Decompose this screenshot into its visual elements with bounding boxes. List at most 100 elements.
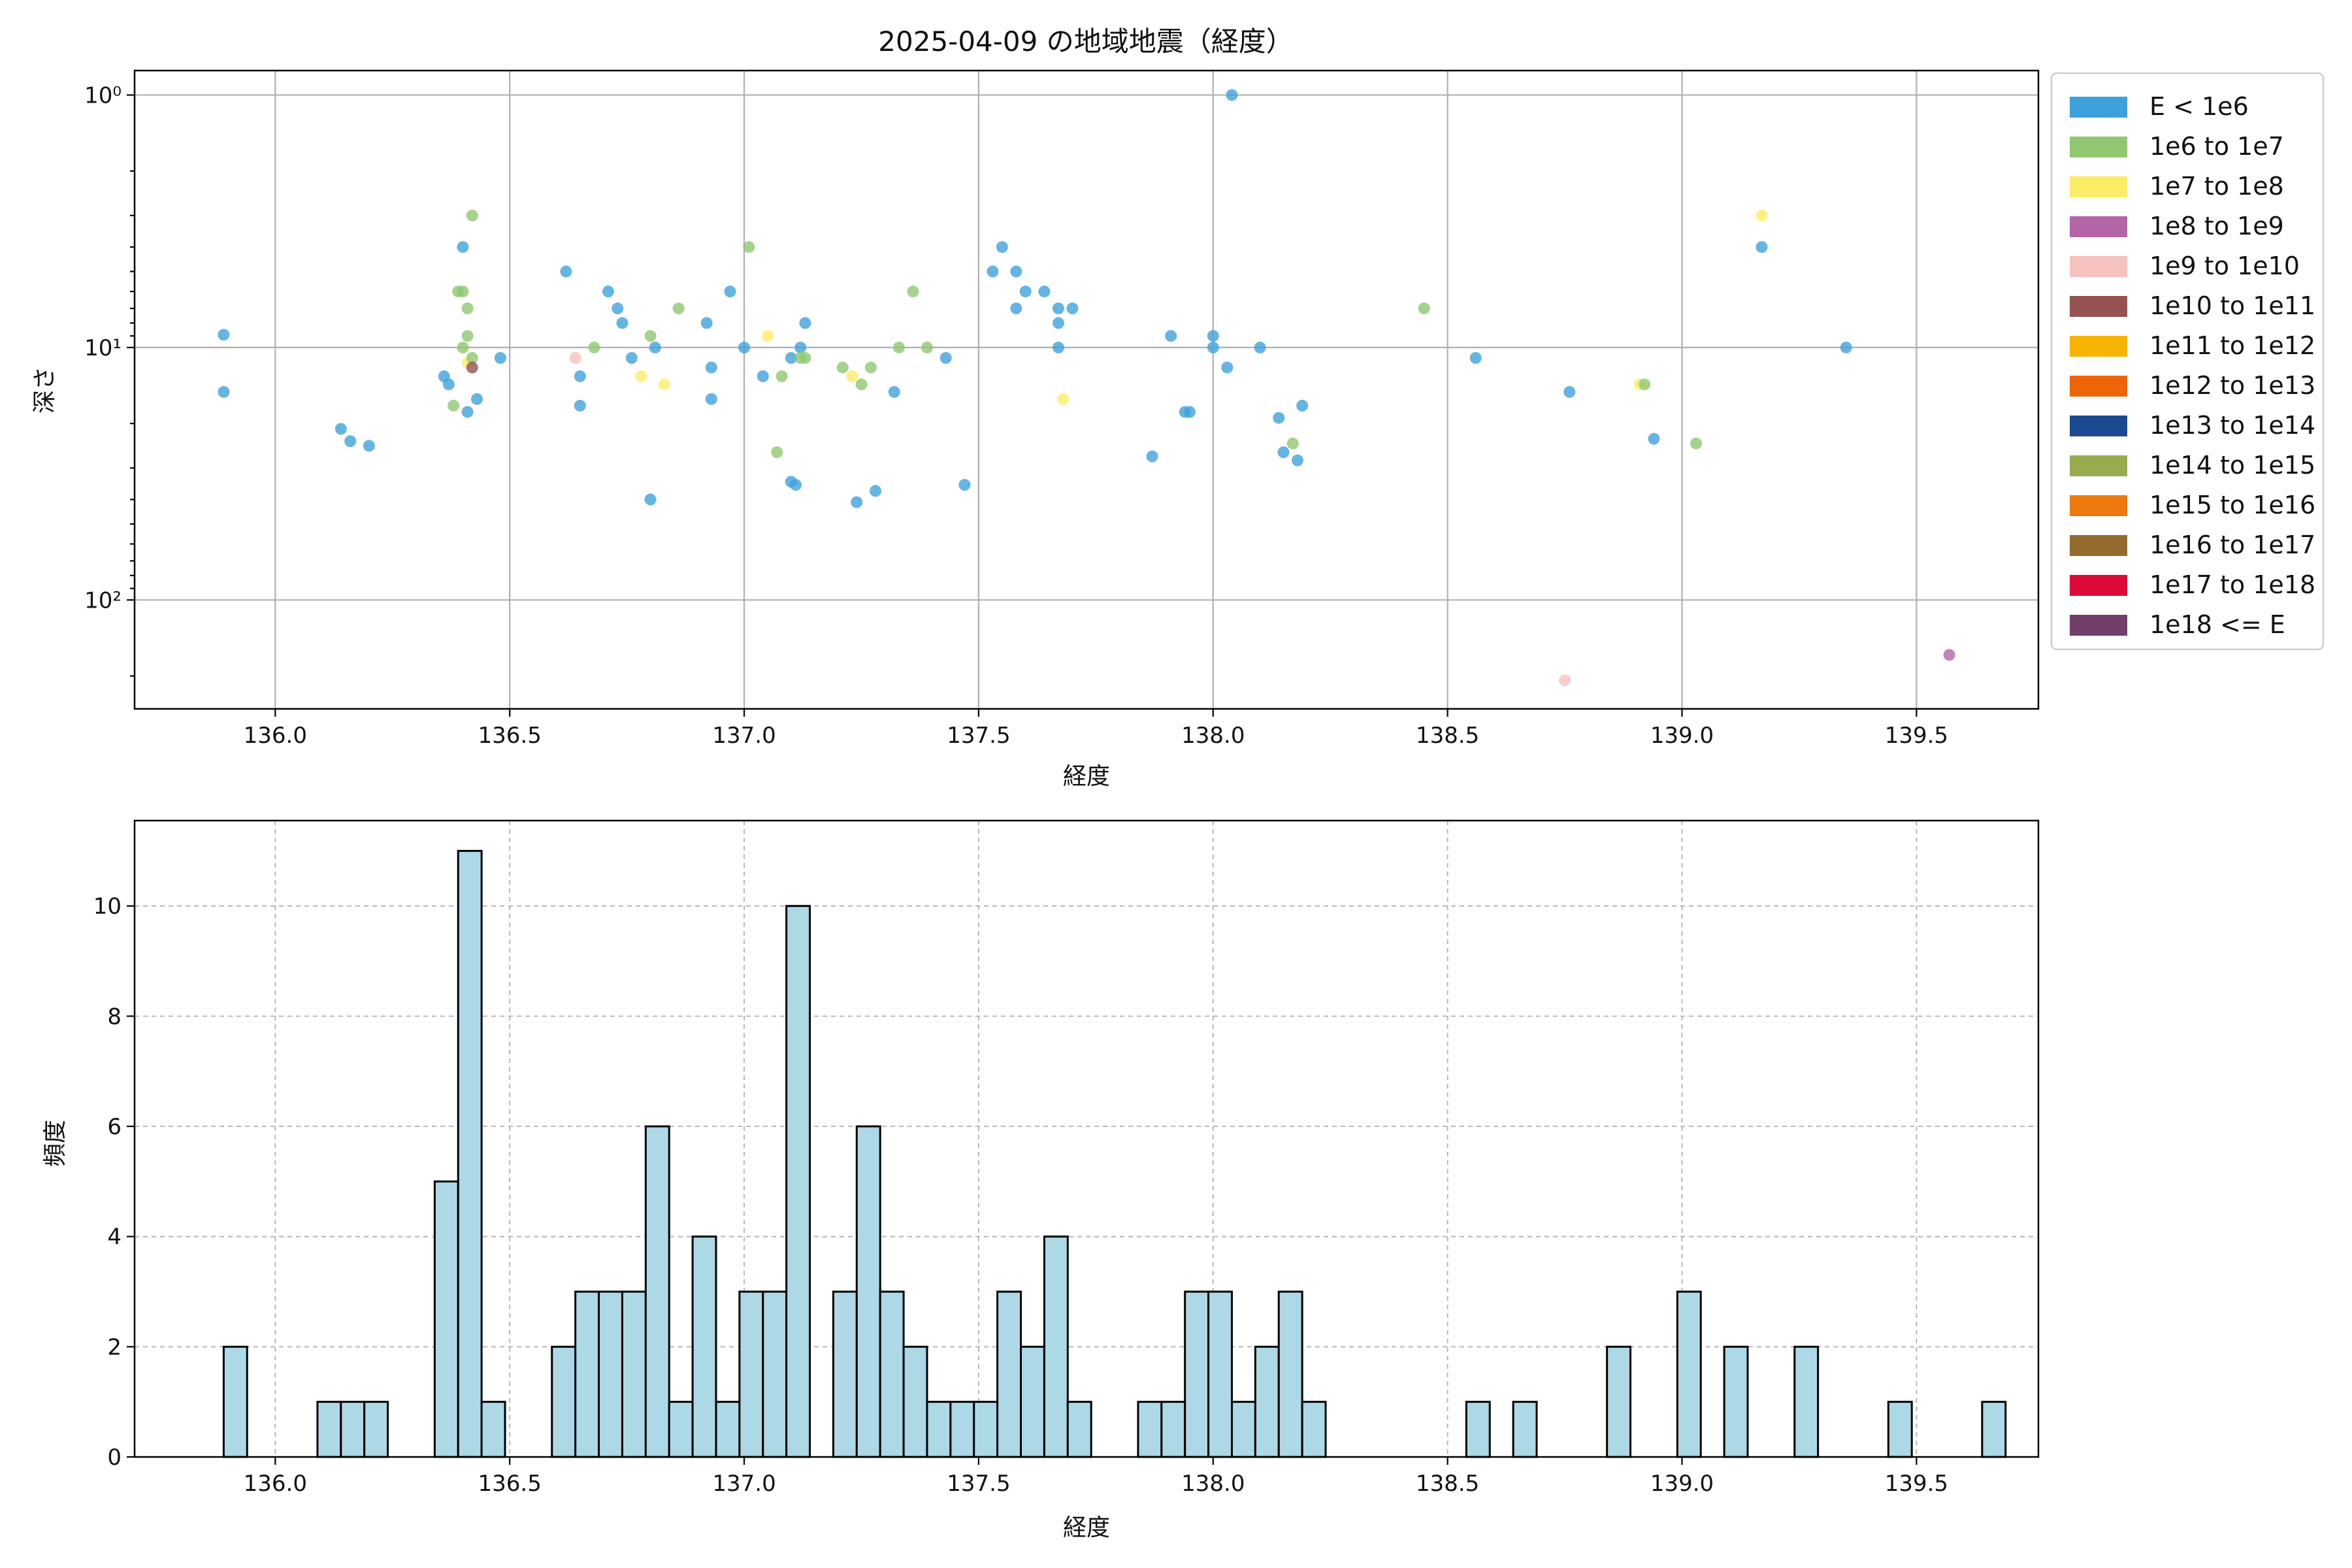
legend-label: 1e13 to 1e14	[2149, 411, 2315, 440]
scatter-point	[588, 341, 600, 353]
scatter-point	[700, 317, 713, 329]
scatter-point	[996, 241, 1008, 253]
scatter-point	[987, 265, 999, 278]
histogram-bar	[1207, 1290, 1233, 1458]
histogram-x-ticks: 136.0 136.5 137.0 137.5 138.0 138.5 139.0 139.5	[244, 1457, 1948, 1497]
legend-label: 1e11 to 1e12	[2149, 331, 2315, 360]
scatter-point	[602, 286, 614, 298]
scatter-frame	[133, 69, 2040, 710]
histogram-bar	[1043, 1235, 1069, 1458]
scatter-point	[1277, 446, 1290, 459]
scatter-point	[466, 351, 478, 364]
scatter-point	[1756, 241, 1768, 253]
histogram-bar	[1020, 1345, 1045, 1458]
scatter-point	[442, 378, 455, 391]
scatter-y-tick-label: 10¹	[84, 335, 122, 361]
scatter-point	[864, 361, 877, 374]
scatter-point	[457, 341, 469, 353]
scatter-x-ticks: 136.0 136.5 137.0 137.5 138.0 138.5 139.0 139.5	[244, 709, 1948, 749]
scatter-point	[457, 286, 469, 298]
legend-label: 1e10 to 1e11	[2149, 291, 2315, 320]
histogram-bar	[222, 1345, 248, 1458]
legend-swatch	[2070, 416, 2127, 436]
scatter-point	[1052, 302, 1064, 315]
scatter-x-tick-label: 138.5	[1416, 723, 1479, 749]
histogram-bar	[598, 1290, 623, 1458]
histogram-bar	[574, 1290, 600, 1458]
scatter-y-ticks: 10⁰ 10¹ 10²	[84, 82, 135, 677]
legend-swatch	[2070, 216, 2127, 237]
scatter-point	[738, 341, 751, 353]
scatter-panel: 2025-04-09 の地域地震（経度） 136.0 136.5 137.0 137.…	[31, 25, 2040, 790]
chart-title: 2025-04-09 の地域地震（経度）	[878, 25, 1293, 57]
histogram-bar	[1512, 1401, 1538, 1458]
scatter-point	[218, 385, 230, 398]
histogram-bar	[738, 1290, 764, 1458]
legend-swatch	[2070, 97, 2127, 118]
scatter-point	[1010, 265, 1022, 278]
scatter-point	[771, 446, 783, 459]
histogram-x-tick-label: 139.0	[1650, 1471, 1714, 1497]
legend-swatch	[2070, 455, 2127, 476]
scatter-point	[1038, 286, 1051, 298]
histogram-bar	[1277, 1290, 1303, 1458]
scatter-point	[1469, 351, 1482, 364]
scatter-point	[1840, 341, 1852, 353]
scatter-point	[1207, 341, 1219, 353]
histogram-bar	[480, 1401, 506, 1458]
histogram-bar	[621, 1290, 647, 1458]
histogram-bar	[949, 1401, 975, 1458]
histogram-bar	[1793, 1345, 1820, 1458]
histogram-bar	[340, 1401, 366, 1458]
histogram-bar	[715, 1401, 741, 1458]
scatter-point	[1052, 317, 1064, 329]
scatter-point	[1559, 674, 1571, 687]
scatter-point	[1226, 89, 1238, 101]
histogram-y-tick-label: 6	[107, 1114, 122, 1140]
scatter-point	[612, 302, 624, 315]
histogram-panel: 136.0 136.5 137.0 137.5 138.0 138.5 139.0 139.5…	[42, 819, 2040, 1541]
scatter-point	[939, 351, 952, 364]
scatter-point	[799, 317, 811, 329]
histogram-grid	[135, 821, 2038, 1458]
scatter-point	[790, 479, 802, 491]
histogram-x-tick-label: 137.5	[947, 1471, 1010, 1497]
scatter-point	[921, 341, 933, 353]
legend-label: 1e17 to 1e18	[2149, 570, 2315, 599]
histogram-bar	[855, 1125, 881, 1458]
scatter-point	[1286, 437, 1299, 449]
scatter-point	[1010, 302, 1022, 315]
scatter-y-tick-label: 10⁰	[84, 82, 122, 108]
scatter-x-tick-label: 138.0	[1181, 723, 1245, 749]
histogram-x-tick-label: 139.5	[1885, 1471, 1948, 1497]
histogram-bar	[1606, 1345, 1632, 1458]
histogram-x-tick-label: 137.0	[712, 1471, 776, 1497]
scatter-point	[1019, 286, 1032, 298]
legend-items: E < 1e6 1e6 to 1e7 1e7 to 1e8 1e8 to 1e9 1e9…	[2070, 92, 2315, 639]
legend-swatch	[2070, 336, 2127, 357]
histogram-bar	[1184, 1290, 1210, 1458]
scatter-point	[461, 302, 474, 315]
legend-label: 1e9 to 1e10	[2149, 252, 2300, 280]
legend-label: 1e14 to 1e15	[2149, 451, 2315, 480]
histogram-frame	[133, 819, 2040, 1458]
scatter-point	[574, 370, 586, 382]
scatter-point	[761, 330, 774, 342]
scatter-point	[892, 341, 905, 353]
legend-swatch	[2070, 495, 2127, 516]
legend-label: 1e18 <= E	[2149, 610, 2285, 639]
histogram-x-tick-label: 136.5	[478, 1471, 542, 1497]
scatter-point	[888, 385, 900, 398]
histogram-bar	[691, 1235, 717, 1458]
scatter-point	[461, 330, 474, 342]
legend: E < 1e6 1e6 to 1e7 1e7 to 1e8 1e8 to 1e9 1e9…	[2050, 72, 2325, 651]
legend-swatch	[2070, 137, 2127, 157]
scatter-point	[344, 435, 357, 448]
scatter-point	[776, 370, 788, 382]
histogram-bar	[996, 1290, 1022, 1458]
histogram-bar	[1301, 1401, 1327, 1458]
scatter-point	[794, 341, 807, 353]
histogram-bar	[1160, 1401, 1186, 1458]
scatter-x-tick-label: 137.5	[947, 723, 1010, 749]
scatter-point	[1639, 378, 1651, 391]
